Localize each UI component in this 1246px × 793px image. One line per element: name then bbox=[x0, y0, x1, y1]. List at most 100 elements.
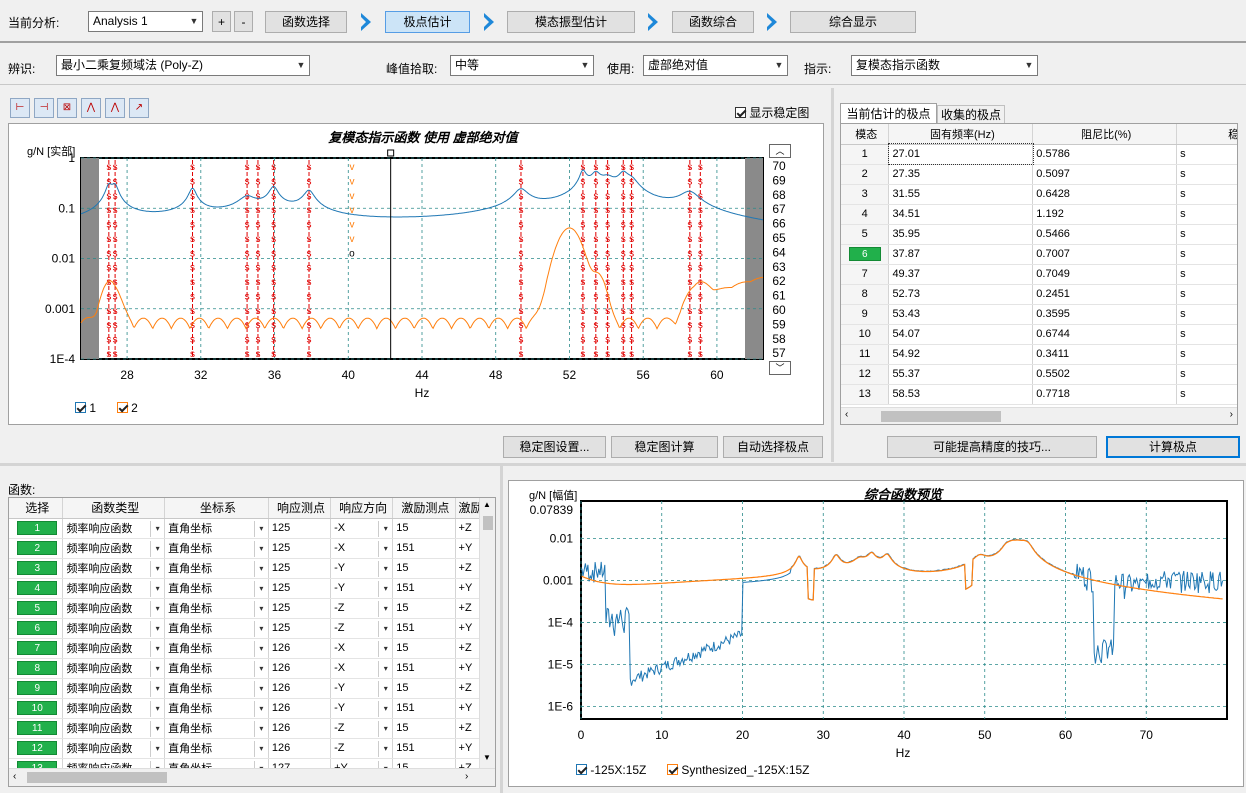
stable-pole-marker[interactable]: s bbox=[307, 277, 312, 288]
func-resp-point-cell[interactable]: 126 bbox=[268, 638, 332, 659]
pole-freq-cell[interactable]: 37.87 bbox=[888, 244, 1034, 265]
func-resp-point-cell[interactable]: 126 bbox=[268, 698, 332, 719]
stable-pole-marker[interactable]: s bbox=[271, 320, 276, 331]
pole-damping-cell[interactable]: 1.192 bbox=[1032, 204, 1178, 225]
func-resp-dir-cell[interactable]: -Z ▾ bbox=[330, 598, 394, 619]
stable-pole-marker[interactable]: s bbox=[307, 320, 312, 331]
stable-pole-marker[interactable]: s bbox=[255, 306, 260, 317]
stable-pole-marker[interactable]: s bbox=[255, 248, 260, 259]
table-row[interactable]: 10 54.07 0.6744 s bbox=[841, 324, 1237, 345]
stable-pole-marker[interactable]: s bbox=[106, 263, 111, 274]
stable-pole-marker[interactable]: s bbox=[629, 205, 634, 216]
select-toggle-button[interactable]: 7 bbox=[17, 641, 58, 655]
stable-pole-marker[interactable]: s bbox=[190, 306, 195, 317]
pole-mode-cell[interactable]: 11 bbox=[841, 344, 890, 365]
func-resp-point-cell[interactable]: 125 bbox=[268, 518, 332, 539]
chevron-down-icon[interactable]: ▾ bbox=[150, 620, 164, 637]
stable-pole-marker[interactable]: s bbox=[621, 291, 626, 302]
use-select[interactable]: 虚部绝对值 ▼ bbox=[643, 55, 788, 76]
calc-poles-button[interactable]: 计算极点 bbox=[1106, 436, 1240, 458]
stable-pole-marker[interactable]: s bbox=[593, 220, 598, 231]
stable-pole-marker[interactable]: s bbox=[271, 248, 276, 259]
cursor-remove-icon[interactable]: ⊠ bbox=[57, 98, 77, 118]
scroll-left-icon[interactable]: ‹ bbox=[13, 771, 17, 782]
show-stab-checkbox[interactable]: 显示稳定图 bbox=[735, 104, 809, 121]
stable-pole-marker[interactable]: s bbox=[605, 263, 610, 274]
stable-pole-marker[interactable]: s bbox=[255, 205, 260, 216]
vertical-splitter[interactable] bbox=[831, 88, 834, 462]
chevron-down-icon[interactable]: ▾ bbox=[378, 560, 391, 577]
peak-select[interactable]: 中等 ▼ bbox=[450, 55, 594, 76]
table-row[interactable]: 2 27.35 0.5097 s bbox=[841, 164, 1237, 185]
table-row[interactable]: 12 55.37 0.5502 s bbox=[841, 364, 1237, 385]
stable-pole-marker[interactable]: s bbox=[593, 205, 598, 216]
stable-pole-marker[interactable]: s bbox=[605, 320, 610, 331]
table-row[interactable]: 2 频率响应函数 ▾ 直角坐标 ▾ 125 -X ▾ 151 +Y bbox=[9, 538, 495, 559]
chevron-down-icon[interactable]: ▾ bbox=[150, 560, 164, 577]
stable-pole-marker[interactable]: s bbox=[307, 162, 312, 173]
func-type-cell[interactable]: 频率响应函数 ▾ bbox=[62, 638, 166, 659]
freq-stable-marker[interactable]: v bbox=[349, 205, 354, 216]
freq-stable-marker[interactable]: v bbox=[349, 162, 354, 173]
table-row[interactable]: 9 频率响应函数 ▾ 直角坐标 ▾ 126 -Y ▾ 15 +Z bbox=[9, 678, 495, 699]
auto-select-poles-button[interactable]: 自动选择极点 bbox=[723, 436, 823, 458]
chevron-down-icon[interactable]: ▾ bbox=[253, 660, 268, 677]
select-toggle-button[interactable]: 6 bbox=[17, 621, 58, 635]
scroll-thumb[interactable] bbox=[27, 772, 167, 783]
stable-pole-marker[interactable]: s bbox=[307, 263, 312, 274]
stable-pole-marker[interactable]: s bbox=[629, 162, 634, 173]
pole-damping-cell[interactable]: 0.5466 bbox=[1032, 224, 1178, 245]
tips-button[interactable]: 可能提高精度的技巧... bbox=[887, 436, 1097, 458]
stable-pole-marker[interactable]: s bbox=[687, 263, 692, 274]
legend-checkbox-icon[interactable] bbox=[116, 402, 128, 413]
stable-pole-marker[interactable]: s bbox=[580, 248, 585, 259]
pole-damping-cell[interactable]: 0.7007 bbox=[1032, 244, 1178, 265]
func-select-cell[interactable]: 9 bbox=[9, 678, 64, 699]
stable-pole-marker[interactable]: s bbox=[605, 248, 610, 259]
stable-pole-marker[interactable]: s bbox=[629, 306, 634, 317]
func-type-cell[interactable]: 频率响应函数 ▾ bbox=[62, 658, 166, 679]
pole-stability-cell[interactable]: s bbox=[1176, 184, 1237, 205]
func-coord-cell[interactable]: 直角坐标 ▾ bbox=[164, 718, 269, 739]
stable-pole-marker[interactable]: s bbox=[605, 291, 610, 302]
stable-pole-marker[interactable]: s bbox=[106, 191, 111, 202]
stable-pole-marker[interactable]: s bbox=[687, 248, 692, 259]
stable-pole-marker[interactable]: s bbox=[605, 335, 610, 346]
func-resp-point-cell[interactable]: 126 bbox=[268, 738, 332, 759]
stable-pole-marker[interactable]: s bbox=[687, 291, 692, 302]
stable-pole-marker[interactable]: s bbox=[271, 191, 276, 202]
func-type-cell[interactable]: 频率响应函数 ▾ bbox=[62, 598, 166, 619]
pole-stability-cell[interactable]: s bbox=[1176, 224, 1237, 245]
stable-pole-marker[interactable]: s bbox=[255, 176, 260, 187]
stabilization-chart[interactable]: 复模态指示函数 使用 虚部绝对值 g/N [实部] Hz 1 0.1 0.01 0.0… bbox=[9, 124, 823, 424]
pole-col-mode[interactable]: 模态 bbox=[841, 124, 890, 145]
table-row[interactable]: 5 35.95 0.5466 s bbox=[841, 224, 1237, 245]
func-resp-point-cell[interactable]: 125 bbox=[268, 578, 332, 599]
table-row[interactable]: 4 频率响应函数 ▾ 直角坐标 ▾ 125 -Y ▾ 151 +Y bbox=[9, 578, 495, 599]
pole-mode-cell[interactable]: 4 bbox=[841, 204, 890, 225]
stable-pole-marker[interactable]: s bbox=[605, 176, 610, 187]
func-select-cell[interactable]: 3 bbox=[9, 558, 64, 579]
stable-pole-marker[interactable]: s bbox=[518, 205, 523, 216]
stable-pole-marker[interactable]: s bbox=[190, 320, 195, 331]
func-resp-dir-cell[interactable]: -Y ▾ bbox=[330, 698, 394, 719]
stable-pole-marker[interactable]: s bbox=[307, 176, 312, 187]
stable-pole-marker[interactable]: s bbox=[687, 349, 692, 360]
stable-pole-marker[interactable]: s bbox=[518, 234, 523, 245]
table-row[interactable]: 7 49.37 0.7049 s bbox=[841, 264, 1237, 285]
stable-pole-marker[interactable]: s bbox=[580, 162, 585, 173]
func-select-cell[interactable]: 12 bbox=[9, 738, 64, 759]
func-select-cell[interactable]: 6 bbox=[9, 618, 64, 639]
pole-stability-cell[interactable]: s bbox=[1176, 144, 1237, 165]
func-exc-point-cell[interactable]: 151 bbox=[392, 738, 456, 759]
func-resp-point-cell[interactable]: 125 bbox=[268, 558, 332, 579]
stable-pole-marker[interactable]: s bbox=[255, 291, 260, 302]
pole-stability-cell[interactable]: s bbox=[1176, 264, 1237, 285]
analysis-select[interactable]: Analysis 1 ▼ bbox=[88, 11, 203, 32]
stable-pole-marker[interactable]: s bbox=[255, 335, 260, 346]
stable-pole-marker[interactable]: s bbox=[629, 191, 634, 202]
stable-pole-marker[interactable]: s bbox=[629, 263, 634, 274]
stable-pole-marker[interactable]: s bbox=[580, 320, 585, 331]
pole-stability-cell[interactable]: s bbox=[1176, 284, 1237, 305]
stable-pole-marker[interactable]: s bbox=[698, 248, 703, 259]
